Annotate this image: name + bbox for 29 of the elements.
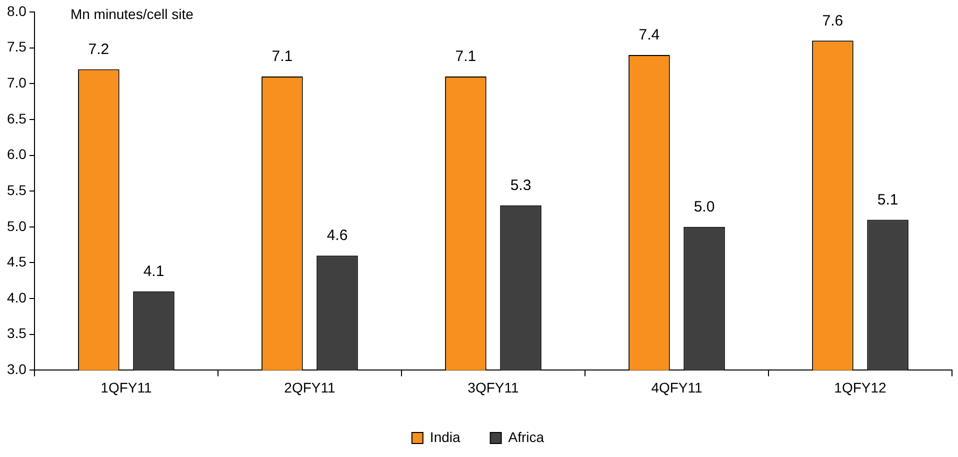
- y-tick-label: 4.0: [6, 289, 27, 306]
- y-tick-label: 8.0: [6, 2, 27, 19]
- x-tick-label: 4QFY11: [651, 379, 702, 396]
- x-tick-label: 1QFY12: [834, 379, 887, 396]
- data-label: 7.6: [822, 12, 844, 30]
- y-tick-label: 3.5: [6, 325, 27, 342]
- data-label: 5.3: [510, 177, 532, 194]
- y-tick-label: 6.5: [6, 110, 27, 126]
- y-tick-label: 7.5: [6, 38, 27, 55]
- y-tick-label: 4.5: [6, 254, 27, 270]
- data-label: 7.4: [638, 26, 660, 44]
- data-label: 4.1: [143, 263, 164, 280]
- y-tick-label: 3.0: [6, 361, 27, 378]
- y-tick-label: 5.0: [6, 218, 27, 234]
- data-label: 4.6: [326, 227, 348, 244]
- data-label: 5.1: [877, 191, 898, 208]
- data-label: 5.0: [694, 198, 715, 216]
- legend-label: Africa: [508, 428, 544, 445]
- x-tick-label: 1QFY11: [100, 379, 152, 396]
- data-label: 7.1: [272, 48, 293, 66]
- data-label: 7.2: [88, 40, 110, 58]
- y-tick-label: 6.0: [6, 146, 27, 162]
- data-label: 7.1: [455, 48, 476, 66]
- x-tick-label: 3QFY11: [468, 379, 519, 396]
- legend-label: India: [430, 428, 460, 445]
- y-tick-label: 7.0: [6, 74, 27, 90]
- x-tick-label: 2QFY11: [284, 379, 336, 396]
- y-axis-title: Mn minutes/cell site: [70, 6, 194, 22]
- y-tick-label: 5.5: [6, 182, 27, 198]
